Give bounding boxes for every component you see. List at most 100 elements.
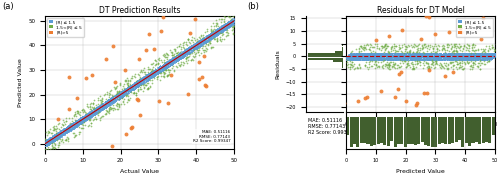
Point — [230, 18, 237, 21]
Point — [152, 70, 160, 73]
Point — [468, 58, 476, 61]
Point — [174, 55, 182, 58]
Point — [488, 53, 496, 56]
Point — [166, 62, 173, 64]
Point — [408, 58, 416, 61]
Point — [387, 55, 395, 58]
Point — [466, 54, 474, 56]
Point — [370, 58, 378, 61]
Point — [132, 81, 140, 84]
Point — [52, 137, 60, 140]
Point — [187, 44, 195, 47]
Point — [218, 28, 226, 31]
Point — [350, 57, 358, 59]
Point — [154, 68, 162, 71]
Point — [58, 129, 66, 131]
Point — [105, 102, 113, 104]
Point — [389, 65, 397, 67]
Point — [143, 74, 151, 77]
Point — [350, 58, 358, 61]
Point — [381, 58, 389, 61]
Point — [134, 81, 141, 84]
Point — [450, 49, 458, 52]
Point — [162, 63, 170, 65]
Point — [406, 52, 414, 55]
Point — [142, 80, 150, 83]
Point — [116, 94, 124, 96]
Point — [358, 55, 366, 58]
Point — [428, 55, 436, 58]
Point — [386, 57, 394, 60]
Point — [444, 54, 452, 56]
Point — [346, 52, 354, 55]
Point — [386, 53, 394, 56]
Point — [463, 53, 471, 56]
Point — [478, 53, 486, 56]
Point — [78, 119, 86, 121]
Point — [394, 57, 402, 60]
Point — [84, 112, 92, 114]
Point — [453, 53, 461, 56]
Point — [430, 56, 438, 59]
Point — [180, 54, 188, 57]
Point — [134, 81, 141, 84]
Point — [469, 56, 477, 59]
Point — [122, 88, 130, 91]
Point — [434, 58, 442, 61]
Point — [94, 96, 102, 99]
Point — [156, 68, 164, 71]
Point — [79, 127, 87, 130]
Point — [214, 33, 222, 36]
Point — [386, 47, 394, 50]
Point — [472, 53, 480, 56]
Point — [66, 124, 74, 127]
Point — [57, 135, 65, 138]
Point — [132, 81, 140, 84]
Point — [455, 56, 463, 59]
Point — [366, 59, 374, 61]
Point — [82, 119, 90, 122]
Point — [48, 138, 56, 140]
Point — [222, 27, 230, 29]
Point — [109, 102, 117, 104]
Point — [380, 56, 388, 59]
Point — [360, 55, 368, 58]
Point — [393, 53, 401, 56]
Point — [191, 44, 199, 47]
Point — [462, 56, 470, 59]
Point — [163, 60, 171, 63]
Point — [455, 52, 463, 55]
Point — [399, 59, 407, 62]
Point — [479, 51, 487, 54]
Point — [436, 52, 444, 55]
Point — [404, 56, 411, 59]
Point — [199, 38, 207, 40]
Point — [60, 123, 68, 126]
Point — [50, 141, 58, 143]
Point — [422, 58, 430, 61]
Point — [362, 56, 370, 59]
Point — [438, 54, 446, 57]
Point — [64, 127, 72, 130]
Point — [408, 57, 416, 60]
Point — [440, 56, 448, 59]
Point — [176, 53, 184, 56]
Point — [388, 56, 396, 59]
Point — [352, 57, 360, 60]
Point — [72, 126, 80, 129]
Point — [86, 110, 94, 113]
Bar — [366, 117, 370, 144]
Point — [381, 51, 389, 54]
Point — [483, 56, 491, 59]
Point — [164, 66, 172, 69]
Point — [436, 52, 444, 55]
Point — [132, 93, 140, 96]
Point — [428, 55, 436, 58]
Point — [487, 57, 495, 60]
Point — [347, 53, 355, 56]
Point — [200, 39, 208, 41]
Point — [228, 22, 236, 25]
Point — [366, 56, 374, 58]
Point — [218, 31, 226, 34]
Point — [440, 57, 448, 60]
